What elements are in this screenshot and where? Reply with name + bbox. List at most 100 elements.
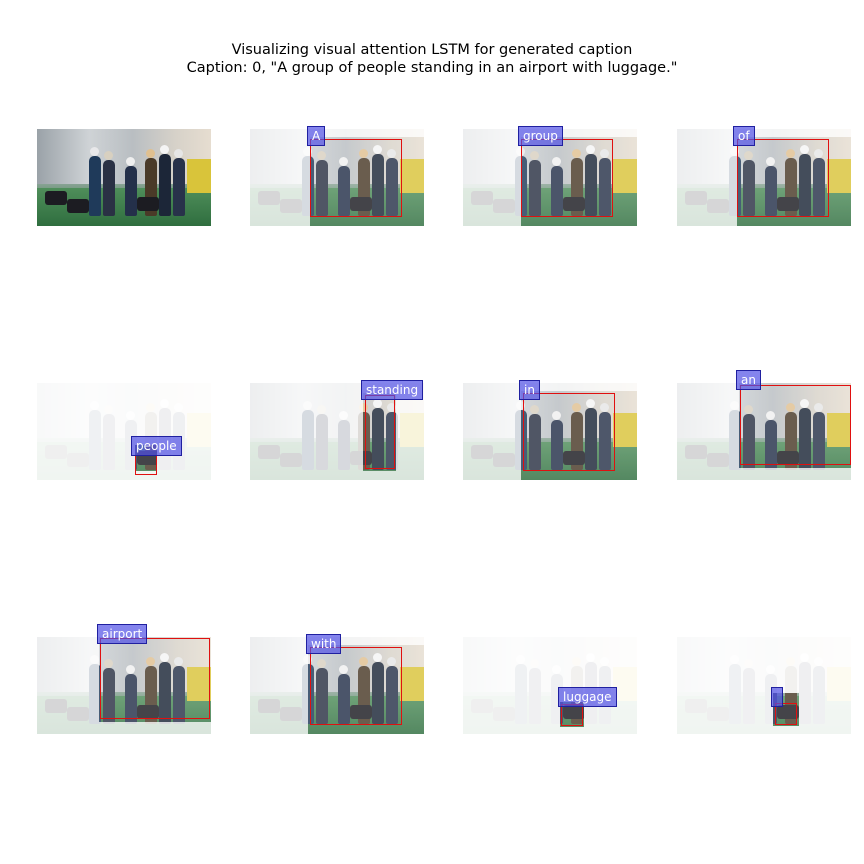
person-head (317, 659, 326, 668)
person-figure (737, 156, 741, 216)
person-head (586, 145, 595, 154)
person-figure (372, 408, 384, 470)
region-tint (521, 391, 637, 480)
person-figure (813, 412, 825, 468)
yellow-cart (187, 667, 211, 701)
person-head (359, 149, 368, 158)
person-head (586, 399, 595, 408)
attention-box (775, 703, 797, 725)
person-head (146, 657, 155, 666)
person-head (552, 157, 561, 166)
person-head (600, 149, 609, 158)
person-head (552, 411, 561, 420)
person-head (387, 149, 396, 158)
word-tag: with (306, 634, 342, 654)
attention-panel: an (677, 370, 851, 480)
person-figure (89, 156, 101, 216)
scene-photo (308, 645, 424, 734)
person-figure (173, 158, 185, 216)
person-figure (551, 420, 563, 470)
person-figure (529, 160, 541, 216)
region-tint (308, 645, 424, 734)
scene-photo (37, 129, 211, 226)
person-head (373, 145, 382, 154)
person-head (530, 151, 539, 160)
luggage-bag (777, 451, 799, 465)
person-figure (799, 154, 811, 216)
person-figure (173, 666, 185, 722)
word-tag: standing (361, 380, 424, 400)
person-head (786, 403, 795, 412)
word-tag: group (518, 126, 563, 146)
scene-photo (521, 137, 637, 226)
person-head (310, 147, 312, 156)
attention-panel: of (677, 126, 851, 226)
attention-box (100, 638, 210, 719)
attention-box (561, 704, 583, 726)
attention-panel: in (463, 380, 637, 480)
attention-panel: luggage (463, 637, 637, 734)
person-head (174, 657, 183, 666)
person-figure (308, 664, 314, 724)
yellow-cart (827, 159, 851, 193)
person-head (373, 653, 382, 662)
person-head (786, 149, 795, 158)
person-figure (103, 668, 115, 722)
yellow-cart (613, 159, 637, 193)
attention-box (740, 385, 851, 465)
person-figure (529, 414, 541, 470)
person-head (339, 157, 348, 166)
person-head (387, 657, 396, 666)
attended-region (521, 137, 637, 226)
attention-panel: people (37, 383, 211, 480)
person-head (174, 149, 183, 158)
person-figure (765, 420, 777, 468)
person-head (146, 149, 155, 158)
person-head (814, 149, 823, 158)
person-figure (386, 412, 396, 470)
attention-box (737, 139, 829, 217)
attention-panel: standing (250, 380, 424, 480)
person-figure (372, 662, 384, 724)
person-figure (743, 414, 755, 468)
person-figure (765, 166, 777, 216)
figure-title-line2: Caption: 0, "A group of people standing … (186, 60, 678, 76)
attention-panel: airport (37, 624, 211, 734)
luggage-bag (777, 705, 799, 719)
luggage-bag (563, 705, 584, 719)
luggage-bag (137, 705, 159, 719)
luggage-bag (563, 197, 585, 211)
person-head (800, 145, 809, 154)
scene-photo (310, 137, 424, 226)
person-head (339, 665, 348, 674)
attended-region (737, 137, 851, 226)
word-tag: airport (97, 624, 148, 644)
person-figure (521, 410, 527, 470)
person-head (160, 653, 169, 662)
person-head (744, 405, 753, 414)
person-figure (159, 662, 171, 722)
person-figure (363, 412, 370, 470)
person-figure (386, 158, 398, 216)
person-head (90, 147, 99, 156)
luggage-bag (563, 451, 585, 465)
person-figure (103, 160, 115, 216)
person-head (530, 405, 539, 414)
yellow-cart (613, 413, 637, 447)
yellow-cart (187, 159, 211, 193)
person-head (160, 145, 169, 154)
person-figure (521, 156, 527, 216)
person-figure (799, 408, 811, 468)
person-head (104, 151, 113, 160)
person-figure (135, 445, 137, 470)
yellow-cart (400, 159, 424, 193)
attention-panel: with (250, 634, 424, 734)
attention-panel (37, 129, 211, 226)
attention-box (310, 139, 402, 217)
attention-box (521, 139, 613, 217)
attention-box (523, 393, 615, 471)
luggage-bag (350, 197, 372, 211)
person-figure (743, 160, 755, 216)
attended-region (521, 391, 637, 480)
person-head (814, 403, 823, 412)
